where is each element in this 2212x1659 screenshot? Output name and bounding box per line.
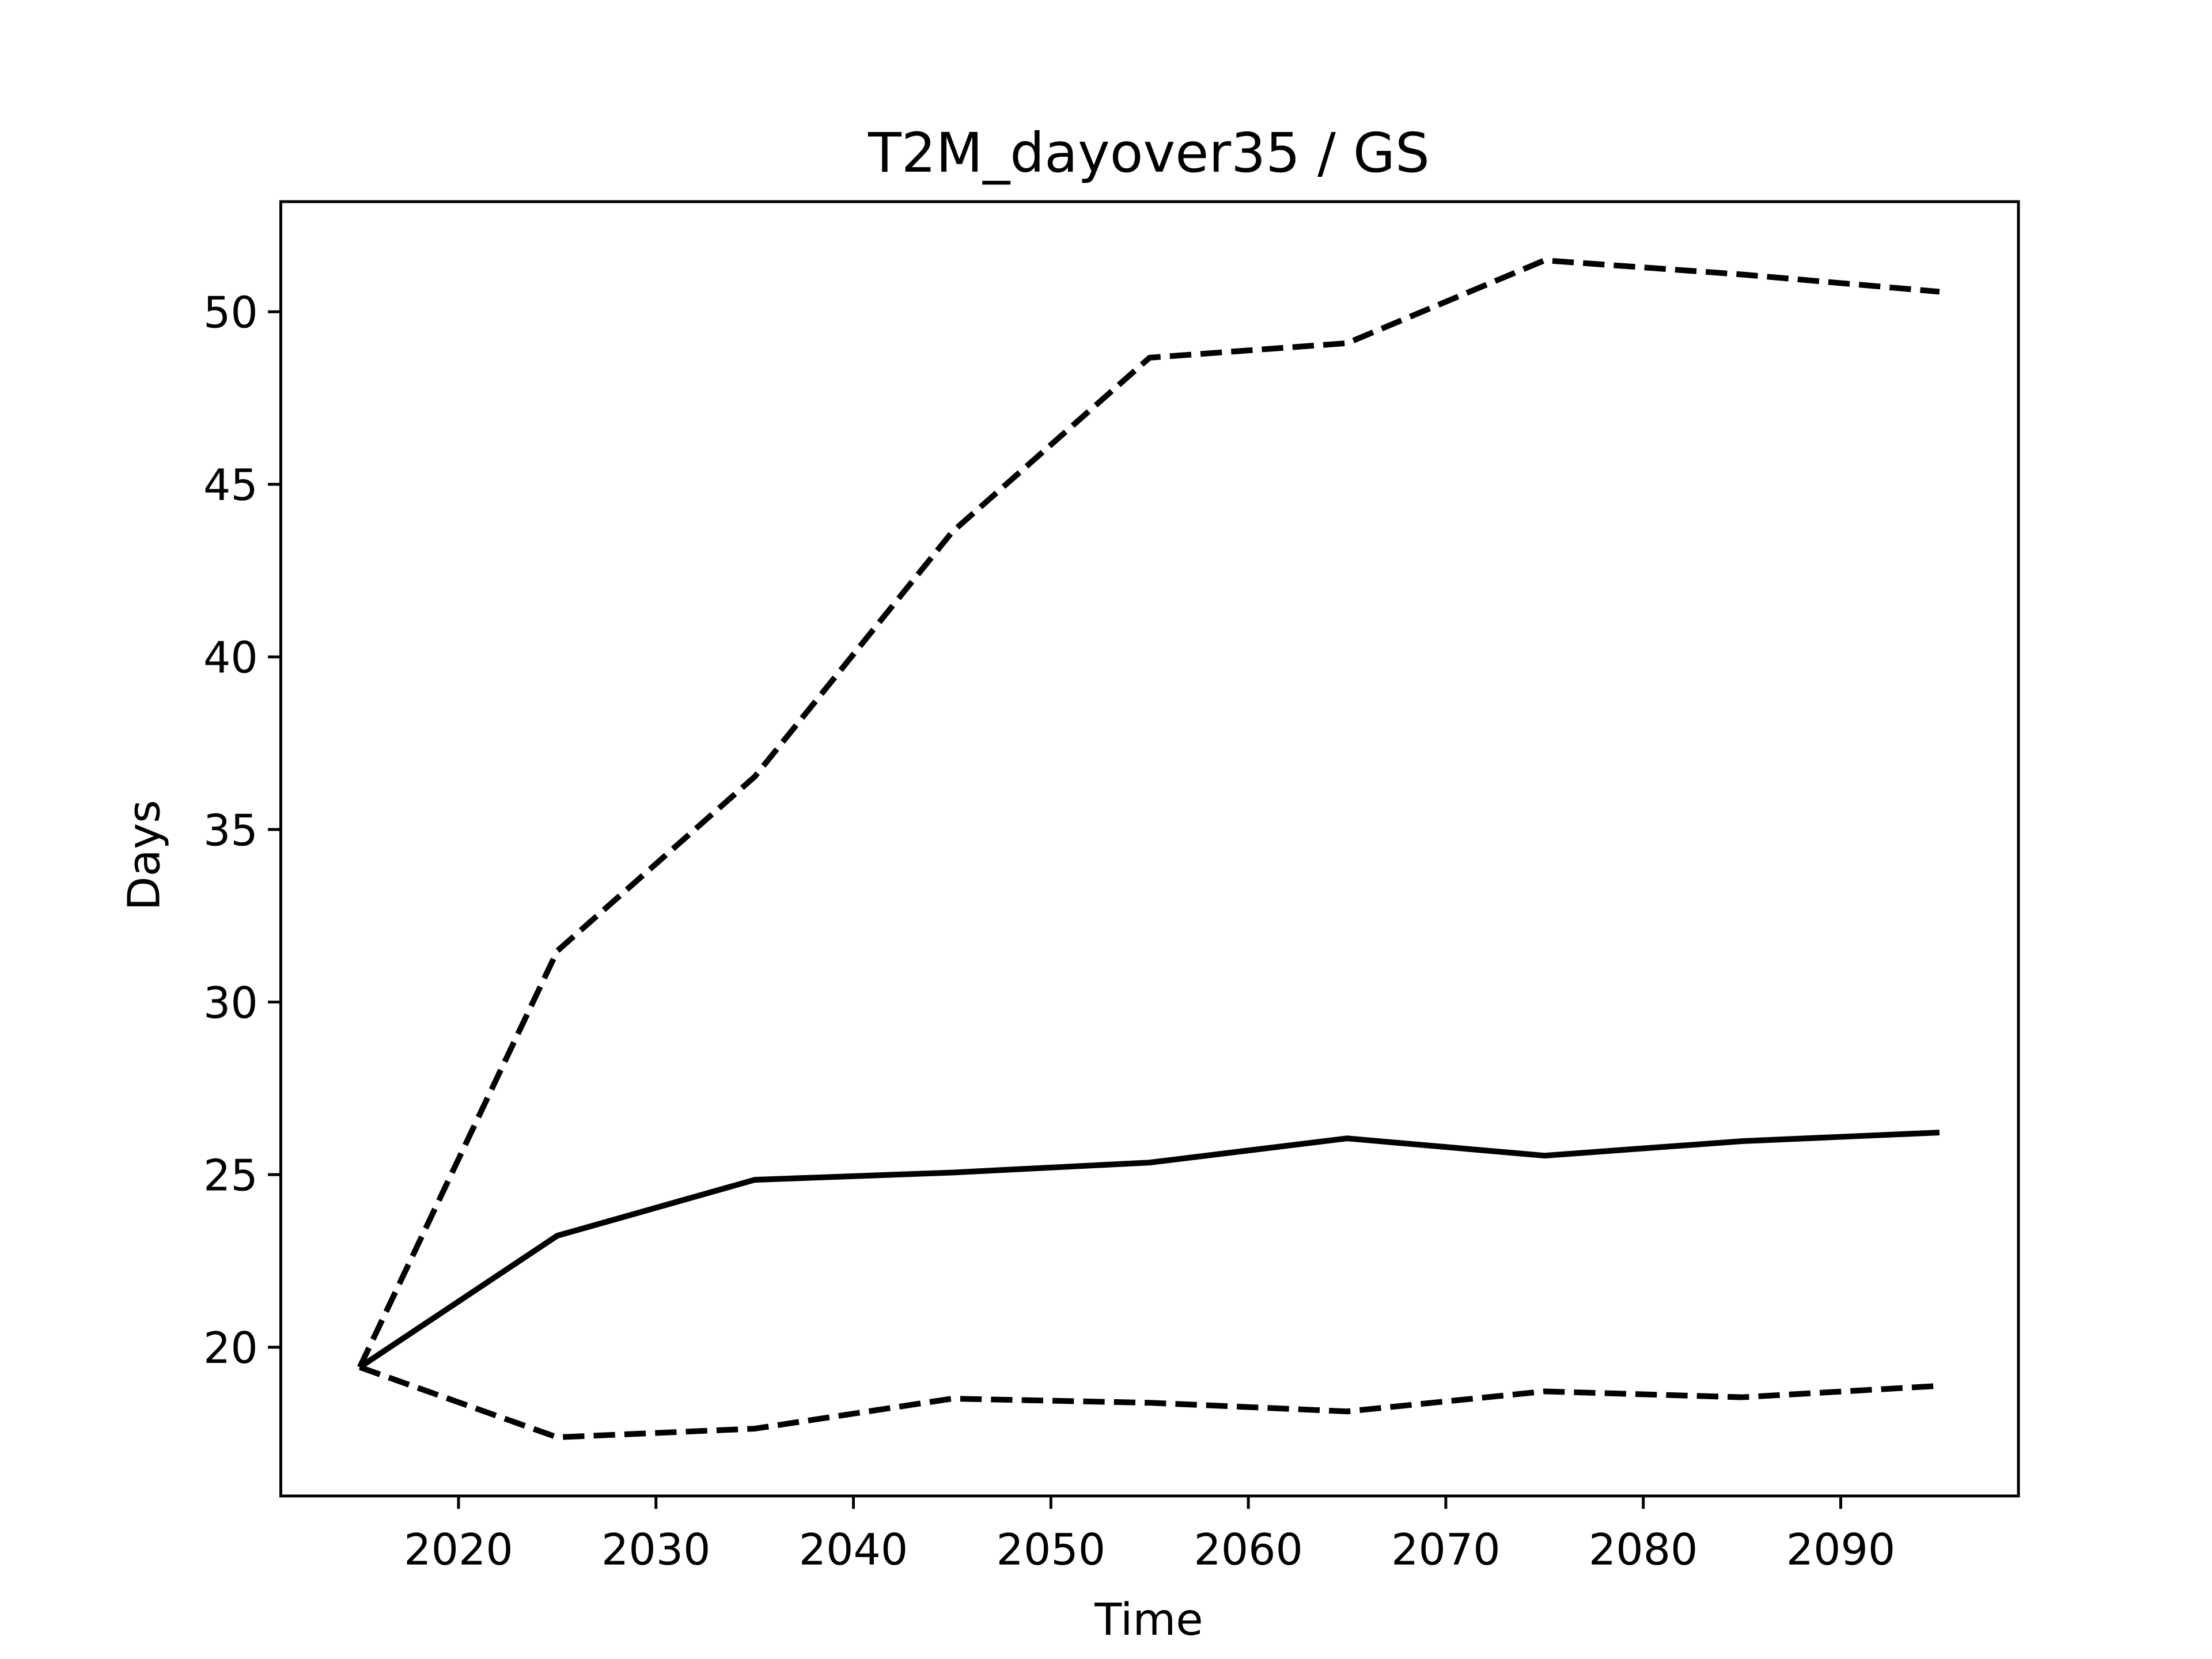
x-axis-label: Time — [1094, 1594, 1203, 1646]
x-tick-label: 2070 — [1391, 1525, 1501, 1575]
x-tick-label: 2020 — [404, 1525, 513, 1575]
x-tick-label: 2030 — [601, 1525, 711, 1575]
x-tick-label: 2050 — [997, 1525, 1106, 1575]
y-tick-label: 50 — [203, 288, 258, 338]
x-tick-label: 2060 — [1194, 1525, 1303, 1575]
y-tick-label: 25 — [203, 1150, 258, 1200]
x-tick-label: 2090 — [1786, 1525, 1896, 1575]
series-line — [358, 1130, 1940, 1370]
y-tick-label: 30 — [203, 978, 258, 1028]
series-line — [358, 1364, 1940, 1441]
series-line — [357, 257, 1940, 1369]
plot-frame — [279, 200, 2020, 1498]
y-tick-label: 20 — [203, 1323, 258, 1373]
y-tick-label: 35 — [203, 805, 258, 855]
y-tick-label: 45 — [203, 460, 258, 510]
x-tick-label: 2080 — [1589, 1525, 1698, 1575]
x-tick-label: 2040 — [799, 1525, 908, 1575]
chart-title: T2M_dayover35 / GS — [868, 122, 1430, 185]
y-tick-label: 40 — [203, 633, 258, 683]
y-axis-label: Days — [119, 800, 170, 911]
